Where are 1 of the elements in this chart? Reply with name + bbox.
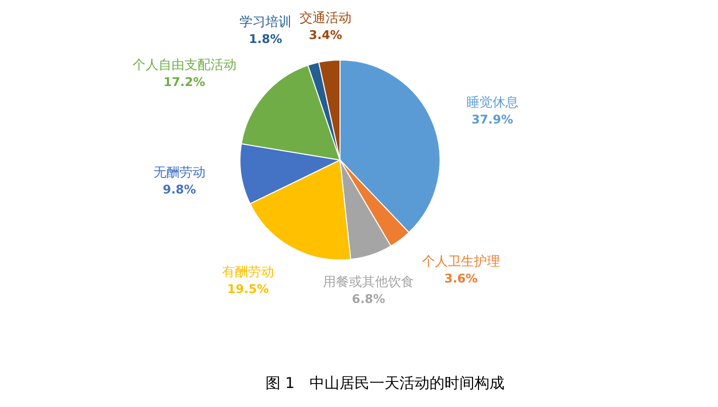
text: 图 1 中山居民一天活动的时间构成 [265, 374, 505, 392]
